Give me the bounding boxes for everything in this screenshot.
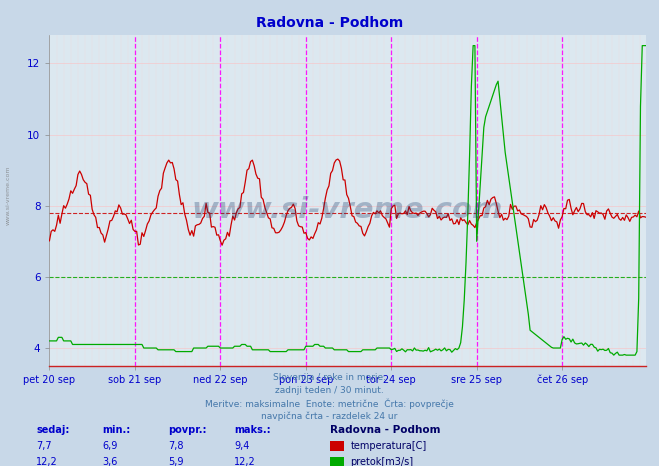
Text: 3,6: 3,6 [102, 457, 117, 466]
Text: Meritve: maksimalne  Enote: metrične  Črta: povprečje: Meritve: maksimalne Enote: metrične Črta… [205, 399, 454, 410]
Text: min.:: min.: [102, 425, 130, 435]
Text: www.si-vreme.com: www.si-vreme.com [5, 166, 11, 226]
Text: 12,2: 12,2 [234, 457, 256, 466]
Text: sedaj:: sedaj: [36, 425, 70, 435]
Text: maks.:: maks.: [234, 425, 271, 435]
Text: povpr.:: povpr.: [168, 425, 206, 435]
Text: www.si-vreme.com: www.si-vreme.com [192, 196, 503, 224]
Text: Slovenija / reke in morje.: Slovenija / reke in morje. [273, 373, 386, 382]
Text: navpična črta - razdelek 24 ur: navpična črta - razdelek 24 ur [262, 412, 397, 421]
Text: 5,9: 5,9 [168, 457, 184, 466]
Text: Radovna - Podhom: Radovna - Podhom [256, 16, 403, 30]
Text: pretok[m3/s]: pretok[m3/s] [351, 457, 414, 466]
Text: temperatura[C]: temperatura[C] [351, 441, 427, 451]
Text: 9,4: 9,4 [234, 441, 249, 451]
Text: 12,2: 12,2 [36, 457, 58, 466]
Text: zadnji teden / 30 minut.: zadnji teden / 30 minut. [275, 386, 384, 395]
Text: 7,7: 7,7 [36, 441, 52, 451]
Text: 7,8: 7,8 [168, 441, 184, 451]
Text: Radovna - Podhom: Radovna - Podhom [330, 425, 440, 435]
Text: 6,9: 6,9 [102, 441, 117, 451]
